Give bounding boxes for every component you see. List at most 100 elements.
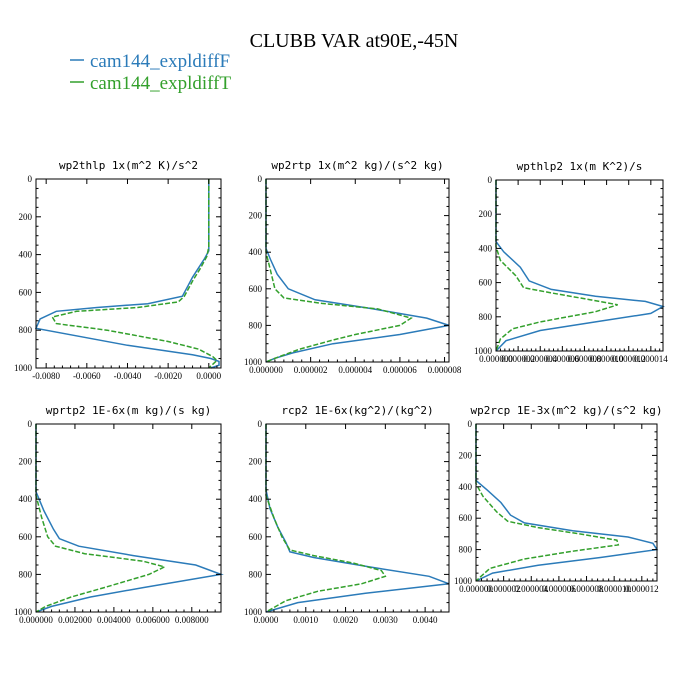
legend: cam144_expldiffF cam144_expldiffT (70, 51, 231, 94)
x-tick-label: 0.000012 (612, 354, 646, 364)
x-tick-label: 0.0020 (333, 615, 358, 625)
plot-frame (475, 423, 658, 582)
x-tick-label: 0.0030 (373, 615, 398, 625)
x-tick-label: 0.000006 (542, 584, 576, 594)
y-tick-label: 400 (249, 494, 263, 504)
x-tick-label: 0.000004 (523, 354, 557, 364)
y-tick-label: 600 (19, 532, 33, 542)
y-tick-label: 1000 (14, 363, 33, 373)
x-tick-label: 0.000010 (597, 584, 631, 594)
y-tick-label: 0 (488, 175, 493, 185)
y-tick-label: 200 (479, 209, 493, 219)
x-tick-label: 0.000010 (590, 354, 624, 364)
series-line-cam144_expldiffT (265, 424, 387, 613)
y-tick-label: 200 (19, 457, 33, 467)
y-tick-label: 200 (19, 212, 33, 222)
series-line-cam144_expldiffF (265, 179, 450, 363)
y-tick-label: 600 (249, 284, 263, 294)
chart-title-wpthlp2: wpthlp2 1x(m K^2)/s (517, 160, 643, 173)
y-tick-label: 0 (468, 419, 473, 429)
y-tick-label: 800 (19, 569, 33, 579)
y-tick-label: 1000 (244, 357, 263, 367)
plot-frame (495, 179, 664, 352)
x-tick-label: 0.000002 (487, 584, 521, 594)
x-tick-label: 0.008000 (175, 615, 209, 625)
y-tick-label: 800 (249, 320, 263, 330)
y-tick-label: 1000 (474, 346, 493, 356)
legend-label-expldiffF: cam144_expldiffF (90, 51, 230, 72)
y-tick-label: 800 (19, 325, 33, 335)
chart-wprtp2: wprtp2 1E-6x(m kg)/(s kg) 0.000000 0.00200… (14, 404, 224, 625)
series-line-cam144_expldiffF (34, 179, 220, 369)
plot-frame (35, 423, 222, 613)
x-tick-label: -0.0060 (73, 371, 101, 381)
x-tick-label: -0.0040 (114, 371, 142, 381)
y-tick-label: 0 (28, 174, 33, 184)
y-tick-label: 1000 (454, 576, 473, 586)
x-tick-label: 0.000006 (383, 365, 417, 375)
series-line-cam144_expldiffT (35, 424, 167, 613)
x-tick-label: -0.0020 (154, 371, 182, 381)
y-tick-label: 600 (479, 278, 493, 288)
y-tick-label: 1000 (14, 607, 33, 617)
chart-title-wprtp2: wprtp2 1E-6x(m kg)/(s kg) (46, 404, 212, 417)
x-tick-label: 0.0040 (413, 615, 438, 625)
legend-label-expldiffT: cam144_expldiffT (90, 73, 231, 94)
y-tick-label: 600 (459, 513, 473, 523)
chart-rcp2: rcp2 1E-6x(kg^2)/(kg^2) 0.0000 0.0010 0.002… (244, 404, 450, 625)
y-tick-label: 400 (459, 482, 473, 492)
chart-wp2rtp: wp2rtp 1x(m^2 kg)/(s^2 kg) 0.000000 0.0000… (244, 159, 462, 375)
plot-frame (35, 178, 222, 369)
series-line-cam144_expldiffT (265, 179, 413, 363)
chart-title-wp2rcp: wp2rcp 1E-3x(m^2 kg)/(s^2 kg) (470, 404, 662, 417)
x-tick-label: 0.000000 (459, 584, 493, 594)
y-tick-label: 400 (479, 243, 493, 253)
series-line-cam144_expldiffT (475, 424, 620, 582)
chart-title-wp2thlp: wp2thlp 1x(m^2 K)/s^2 (59, 159, 198, 172)
x-tick-label: 0.000008 (568, 354, 602, 364)
x-tick-label: 0.000006 (545, 354, 579, 364)
x-tick-label: 0.000002 (294, 365, 328, 375)
chart-wp2rcp: wp2rcp 1E-3x(m^2 kg)/(s^2 kg)0.0000000.0… (454, 404, 663, 594)
y-tick-label: 200 (459, 450, 473, 460)
chart-wp2thlp: wp2thlp 1x(m^2 K)/s^2 -0.0080 -0.0060 -0.00… (14, 159, 222, 381)
x-tick-label: 0.0010 (293, 615, 318, 625)
y-tick-label: 800 (249, 569, 263, 579)
chart-title-wp2rtp: wp2rtp 1x(m^2 kg)/(s^2 kg) (271, 159, 443, 172)
x-tick-label: 0.000000 (19, 615, 53, 625)
y-tick-label: 400 (19, 250, 33, 260)
x-tick-label: 0.002000 (58, 615, 92, 625)
y-tick-label: 600 (19, 287, 33, 297)
y-tick-label: 200 (249, 457, 263, 467)
x-tick-label: 0.006000 (136, 615, 170, 625)
x-tick-label: 0.0000 (196, 371, 221, 381)
x-tick-label: 0.000014 (634, 354, 668, 364)
y-tick-label: 0 (258, 419, 263, 429)
x-tick-label: 0.000012 (625, 584, 659, 594)
y-tick-label: 1000 (244, 607, 263, 617)
x-tick-label: -0.0080 (32, 371, 60, 381)
chart-title-rcp2: rcp2 1E-6x(kg^2)/(kg^2) (281, 404, 433, 417)
x-tick-label: 0.000008 (570, 584, 604, 594)
series-line-cam144_expldiffT (495, 180, 618, 352)
series-line-cam144_expldiffT (51, 179, 218, 369)
series-line-cam144_expldiffF (495, 180, 665, 352)
figure-title: CLUBB VAR at90E,-45N (250, 30, 459, 52)
y-tick-label: 400 (19, 494, 33, 504)
y-tick-label: 0 (258, 174, 263, 184)
x-tick-label: 0.000004 (338, 365, 372, 375)
x-tick-label: 0.0000 (254, 615, 279, 625)
y-tick-label: 0 (28, 419, 33, 429)
y-tick-label: 400 (249, 247, 263, 257)
x-tick-label: 0.000008 (428, 365, 462, 375)
y-tick-label: 800 (459, 545, 473, 555)
x-tick-label: 0.004000 (97, 615, 131, 625)
series-line-cam144_expldiffF (35, 424, 224, 613)
chart-wpthlp2: wpthlp2 1x(m K^2)/s0.0000000.0000020.000… (474, 160, 668, 364)
x-tick-label: 0.000000 (479, 354, 513, 364)
x-tick-label: 0.000002 (501, 354, 535, 364)
series-line-cam144_expldiffF (475, 424, 659, 582)
y-tick-label: 800 (479, 312, 493, 322)
y-tick-label: 200 (249, 211, 263, 221)
